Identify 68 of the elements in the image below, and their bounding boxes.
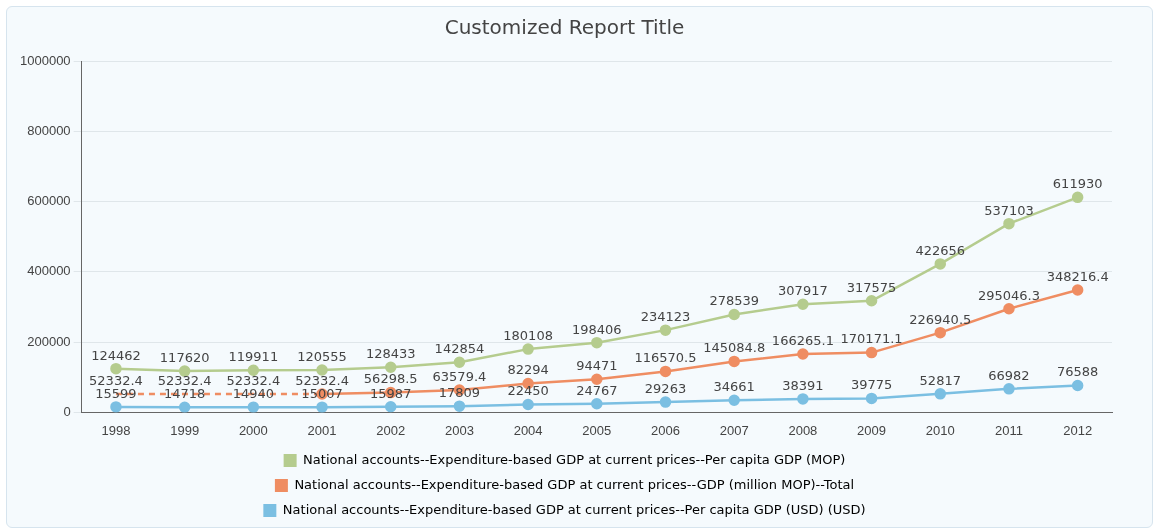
x-tick-label: 2006 — [651, 422, 680, 438]
chart-title: Customized Report Title — [444, 15, 685, 40]
x-tick-label: 2003 — [444, 422, 474, 438]
x-tick-label: 2010 — [925, 422, 955, 438]
data-label: 29263 — [644, 380, 687, 396]
data-label: 348216.4 — [1046, 268, 1109, 284]
x-tick-label: 2008 — [788, 422, 818, 438]
data-label: 124462 — [91, 347, 141, 363]
data-label: 611930 — [1052, 176, 1103, 192]
x-tick-label: 2009 — [857, 422, 887, 438]
data-label: 295046.3 — [977, 287, 1040, 303]
data-label: 120555 — [297, 348, 347, 364]
data-label: 94471 — [576, 358, 618, 374]
x-tick-label: 2002 — [376, 422, 406, 438]
data-label: 39775 — [850, 377, 893, 393]
legend-label: National accounts--Expenditure-based GDP at current prices--Per capita GDP (USD) (USD) — [282, 501, 866, 517]
y-tick-label: 400000 — [27, 263, 71, 279]
data-label: 234123 — [640, 309, 691, 324]
x-tick-label: 2011 — [994, 422, 1023, 438]
x-tick-label: 2004 — [513, 422, 543, 438]
legend-label: National accounts--Expenditure-based GDP at current prices--Per capita GDP (MOP) — [303, 451, 846, 467]
data-label: 24767 — [576, 382, 618, 398]
data-label: 38391 — [782, 377, 824, 393]
x-tick-label: 1999 — [170, 422, 200, 438]
data-label: 15987 — [370, 385, 412, 401]
data-label: 14940 — [232, 386, 275, 402]
data-label: 145084.8 — [703, 340, 766, 356]
data-label: 15599 — [95, 385, 137, 401]
data-label: 198406 — [571, 321, 622, 337]
x-tick-label: 2001 — [307, 422, 337, 438]
data-label: 52817 — [919, 372, 961, 388]
data-label: 63579.4 — [432, 368, 487, 384]
data-label: 226940.5 — [909, 311, 972, 327]
x-tick-label: 2007 — [719, 422, 749, 438]
y-tick-label: 600000 — [27, 193, 71, 209]
data-label: 52332.4 — [295, 372, 349, 388]
data-label: 116570.5 — [634, 350, 697, 366]
data-label: 117620 — [159, 349, 210, 365]
data-label: 82294 — [507, 362, 549, 378]
data-label: 166265.1 — [771, 332, 834, 348]
y-tick-label: 0 — [63, 403, 71, 419]
data-label: 307917 — [778, 283, 828, 299]
data-label: 52332.4 — [157, 372, 212, 388]
data-label: 142854 — [434, 341, 485, 357]
y-tick-label: 800000 — [27, 122, 71, 138]
data-label: 170171.1 — [840, 331, 903, 347]
data-label: 52332.4 — [226, 372, 281, 388]
x-tick-label: 2005 — [582, 422, 612, 438]
data-label: 34661 — [713, 379, 755, 395]
x-tick-label: 1998 — [101, 422, 131, 438]
data-label: 52332.4 — [89, 372, 143, 388]
data-label: 22450 — [507, 383, 549, 399]
data-label: 56298.5 — [363, 371, 418, 387]
data-label: 76588 — [1056, 364, 1099, 380]
data-label: 66982 — [988, 367, 1030, 383]
data-label: 180108 — [503, 327, 553, 343]
data-label: 119911 — [228, 349, 279, 365]
data-label: 537103 — [984, 202, 1034, 218]
y-tick-label: 1000000 — [19, 52, 71, 68]
data-label: 422656 — [915, 242, 966, 258]
data-label: 14718 — [163, 386, 206, 402]
x-tick-label: 2012 — [1063, 422, 1093, 438]
x-tick-label: 2000 — [238, 422, 268, 438]
data-label: 317575 — [846, 279, 897, 295]
data-label: 278539 — [709, 293, 760, 309]
data-label: 128433 — [365, 346, 416, 362]
legend-label: National accounts--Expenditure-based GDP at current prices--GDP (million MOP)--Total — [294, 476, 855, 492]
y-tick-label: 200000 — [27, 333, 71, 349]
